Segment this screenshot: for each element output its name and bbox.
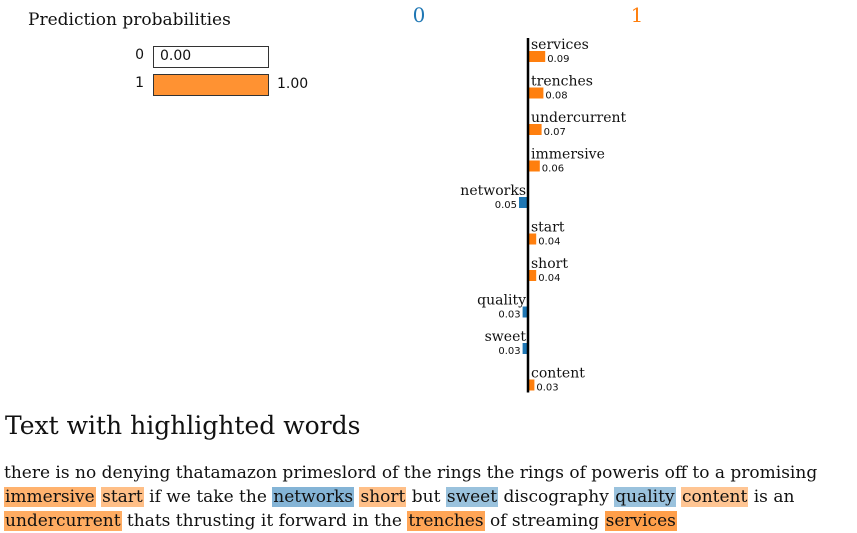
highlighted-word: networks — [272, 487, 355, 507]
text-segment: if we take the — [143, 487, 273, 507]
feature-bar-trenches — [529, 87, 544, 99]
text-segment: but — [406, 487, 446, 507]
feature-value-label: 0.03 — [536, 383, 558, 394]
prediction-probabilities-panel: Prediction probabilities 0 0.00 1 1.00 — [0, 0, 360, 110]
feature-label: undercurrent — [531, 110, 627, 126]
text-segment: is an — [748, 487, 795, 507]
feature-weights-svg: 0 1services0.09trenches0.08undercurrent0.… — [413, 3, 644, 394]
probability-value: 1.00 — [277, 76, 309, 92]
feature-label: trenches — [531, 74, 593, 90]
feature-label: short — [531, 256, 568, 272]
feature-bar-networks — [519, 197, 528, 208]
highlighted-word: trenches — [407, 511, 485, 531]
highlighted-text-title: Text with highlighted words — [5, 411, 361, 440]
probability-bar: 0.00 — [153, 46, 269, 68]
highlighted-word: quality — [614, 487, 676, 507]
probability-value: 0.00 — [160, 48, 192, 64]
feature-value-label: 0.03 — [498, 310, 520, 321]
probability-class-label: 0 — [135, 47, 144, 63]
text-segment: discography — [498, 487, 615, 507]
feature-value-label: 0.09 — [547, 54, 569, 65]
feature-value-label: 0.06 — [542, 164, 564, 175]
feature-bar-start — [529, 233, 537, 245]
feature-bar-quality — [522, 306, 528, 318]
feature-label: start — [531, 220, 565, 236]
probability-class-label: 1 — [135, 75, 144, 91]
feature-bar-immersive — [529, 160, 540, 172]
feature-value-label: 0.03 — [498, 346, 520, 357]
feature-weights-chart: 0 1 services 0.09 trenches 0.08 undercurrent 0.… — [400, 0, 660, 395]
feature-label: quality — [477, 293, 526, 309]
highlighted-word: content — [680, 487, 749, 507]
highlighted-word: undercurrent — [4, 511, 122, 531]
highlighted-text-body: there is no denying thatamazon primeslor… — [4, 461, 856, 533]
feature-label: immersive — [531, 147, 605, 163]
feature-label: networks — [460, 183, 526, 199]
highlighted-word: start — [101, 487, 144, 507]
feature-value-label: 0.05 — [495, 200, 517, 211]
class-header-1: 1 — [631, 3, 644, 27]
class-header-0: 0 — [413, 3, 426, 27]
probability-row-1: 1 1.00 — [128, 74, 348, 96]
highlighted-word: sweet — [445, 487, 499, 507]
feature-bar-content — [529, 379, 535, 391]
feature-bar-sweet — [522, 343, 528, 354]
prediction-probabilities-title: Prediction probabilities — [28, 10, 231, 30]
feature-bar-services — [529, 51, 546, 62]
feature-bar-short — [529, 270, 537, 281]
highlighted-word: immersive — [4, 487, 96, 507]
feature-label: content — [531, 366, 585, 382]
feature-label: services — [531, 37, 589, 53]
text-segment: of streaming — [484, 511, 605, 531]
text-segment: thats thrusting it forward in the — [121, 511, 408, 531]
feature-value-label: 0.04 — [538, 273, 560, 284]
feature-bar-undercurrent — [529, 124, 542, 135]
highlighted-word: services — [604, 511, 677, 531]
probability-bar — [153, 74, 269, 96]
highlighted-text-panel: Text with highlighted words there is no … — [0, 405, 857, 533]
highlighted-word: short — [359, 487, 407, 507]
text-segment: there is no denying thatamazon primeslor… — [4, 463, 818, 483]
feature-value-label: 0.08 — [545, 91, 567, 102]
feature-label: sweet — [485, 329, 527, 345]
probability-bar-fill — [154, 75, 268, 95]
feature-value-label: 0.04 — [538, 237, 560, 248]
feature-value-label: 0.07 — [544, 127, 566, 138]
probability-row-0: 0 0.00 — [128, 46, 348, 68]
